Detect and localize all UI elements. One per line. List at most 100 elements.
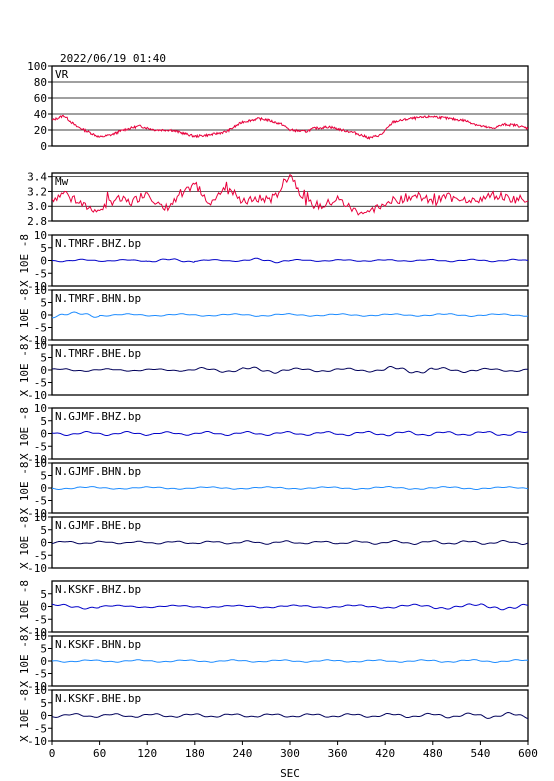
x-tick-label: 600	[518, 747, 538, 760]
y-tick-label: -10	[27, 680, 47, 693]
series-gjmf-bhn	[52, 486, 528, 490]
x-axis-label: SEC	[280, 767, 300, 780]
y-tick-label: 10	[34, 229, 47, 242]
trace-label: N.GJMF.BHN.bp	[55, 465, 141, 478]
y-tick-label: -5	[34, 440, 47, 453]
trace-label: N.TMRF.BHE.bp	[55, 347, 141, 360]
y-tick-label: -5	[34, 549, 47, 562]
y-tick-label: 10	[34, 457, 47, 470]
panel-stack: 100806040200VR3.43.23.02.8Mw1050-5-10N.T…	[18, 60, 529, 748]
x-tick-label: 120	[137, 747, 157, 760]
unit-label: X 10E -8	[18, 689, 31, 742]
y-tick-label: -10	[27, 280, 47, 293]
y-tick-label: -10	[27, 562, 47, 575]
unit-label: X 10E -8	[18, 289, 31, 342]
panel-mw: 3.43.2 3.0 2.8 Mw	[27, 171, 529, 228]
y-tick-label: -10	[27, 453, 47, 466]
y-tick-label: -5	[34, 377, 47, 390]
y-tick-label: 20	[34, 124, 47, 137]
y-tick-label: 0	[40, 309, 47, 322]
series-vr	[52, 114, 528, 141]
y-tick-label: 5	[40, 524, 47, 537]
x-tick-label: 60	[93, 747, 106, 760]
y-tick-label: 10	[34, 402, 47, 415]
series-tmrf-bhn	[52, 311, 528, 319]
series-mw	[52, 173, 528, 216]
y-tick-label: 100	[27, 60, 47, 73]
chart-title: 2022/06/19 01:40	[60, 52, 166, 65]
panel-frame	[51, 580, 529, 633]
y-tick-label: -5	[34, 668, 47, 681]
panel-frame	[51, 65, 529, 147]
unit-label: X 10E -8	[18, 234, 31, 287]
panel-frame	[51, 172, 529, 222]
y-tick-label: 0	[40, 140, 47, 153]
y-tick-label: 0	[40, 655, 47, 668]
y-tick-label: 10	[34, 339, 47, 352]
y-tick-label: 10	[34, 284, 47, 297]
x-tick-label: 0	[49, 747, 56, 760]
trace-label: VR	[55, 68, 69, 81]
x-tick-label: 420	[375, 747, 395, 760]
series-tmrf-bhe	[52, 366, 528, 374]
y-tick-label: 0	[40, 537, 47, 550]
series-gjmf-bhz	[52, 430, 528, 437]
y-tick-label: -10	[27, 389, 47, 402]
panel-kskf-bhz: 50-5-10 N.KSKF.BHZ.bp X 10E -8	[18, 580, 529, 639]
trace-label: N.GJMF.BHZ.bp	[55, 410, 141, 423]
y-tick-label: 5	[40, 697, 47, 710]
trace-label: N.GJMF.BHE.bp	[55, 519, 141, 532]
trace-label: N.TMRF.BHN.bp	[55, 292, 141, 305]
panel-frame	[51, 516, 529, 569]
series-gjmf-bhe	[52, 540, 528, 546]
y-tick-label: 60	[34, 92, 47, 105]
panel-frame	[51, 344, 529, 396]
panel-frame	[51, 407, 529, 460]
y-tick-label: 40	[34, 108, 47, 121]
y-tick-label: 5	[40, 297, 47, 310]
y-tick-label: 5	[40, 643, 47, 656]
y-tick-label: -5	[34, 613, 47, 626]
y-tick-label: -10	[27, 626, 47, 639]
x-axis: 0 60 120 180 240 300 360 420 480 540 600	[49, 741, 538, 760]
x-tick-label: 240	[232, 747, 252, 760]
panel-frame	[51, 462, 529, 514]
series-kskf-bhn	[52, 659, 528, 663]
series-tmrf-bhz	[52, 257, 528, 264]
y-tick-label: 10	[34, 684, 47, 697]
y-tick-label: 0	[40, 428, 47, 441]
unit-label: X 10E -8	[18, 635, 31, 688]
trace-label: N.KSKF.BHZ.bp	[55, 583, 141, 596]
y-tick-label: -10	[27, 735, 47, 748]
y-tick-label: 0	[40, 255, 47, 268]
y-tick-label: -5	[34, 495, 47, 508]
y-tick-label: 10	[34, 511, 47, 524]
y-tick-label: 5	[40, 588, 47, 601]
trace-label: N.KSKF.BHE.bp	[55, 692, 141, 705]
y-tick-label: -10	[27, 334, 47, 347]
y-tick-label: 0	[40, 601, 47, 614]
y-tick-label: 0	[40, 482, 47, 495]
x-tick-label: 540	[470, 747, 490, 760]
unit-label: X 10E -8	[18, 516, 31, 569]
unit-label: X 10E -8	[18, 462, 31, 515]
y-tick-label: -5	[34, 267, 47, 280]
y-tick-label: 3.0	[27, 200, 47, 213]
trace-label: N.TMRF.BHZ.bp	[55, 237, 141, 250]
y-tick-label: 5	[40, 352, 47, 365]
unit-label: X 10E -8	[18, 407, 31, 460]
y-tick-label: -5	[34, 322, 47, 335]
y-tick-label: -5	[34, 722, 47, 735]
panel-frame	[51, 289, 529, 341]
x-tick-label: 480	[423, 747, 443, 760]
y-tick-label: -10	[27, 507, 47, 520]
y-tick-label: 2.8	[27, 215, 47, 228]
series-kskf-bhz	[52, 603, 528, 611]
